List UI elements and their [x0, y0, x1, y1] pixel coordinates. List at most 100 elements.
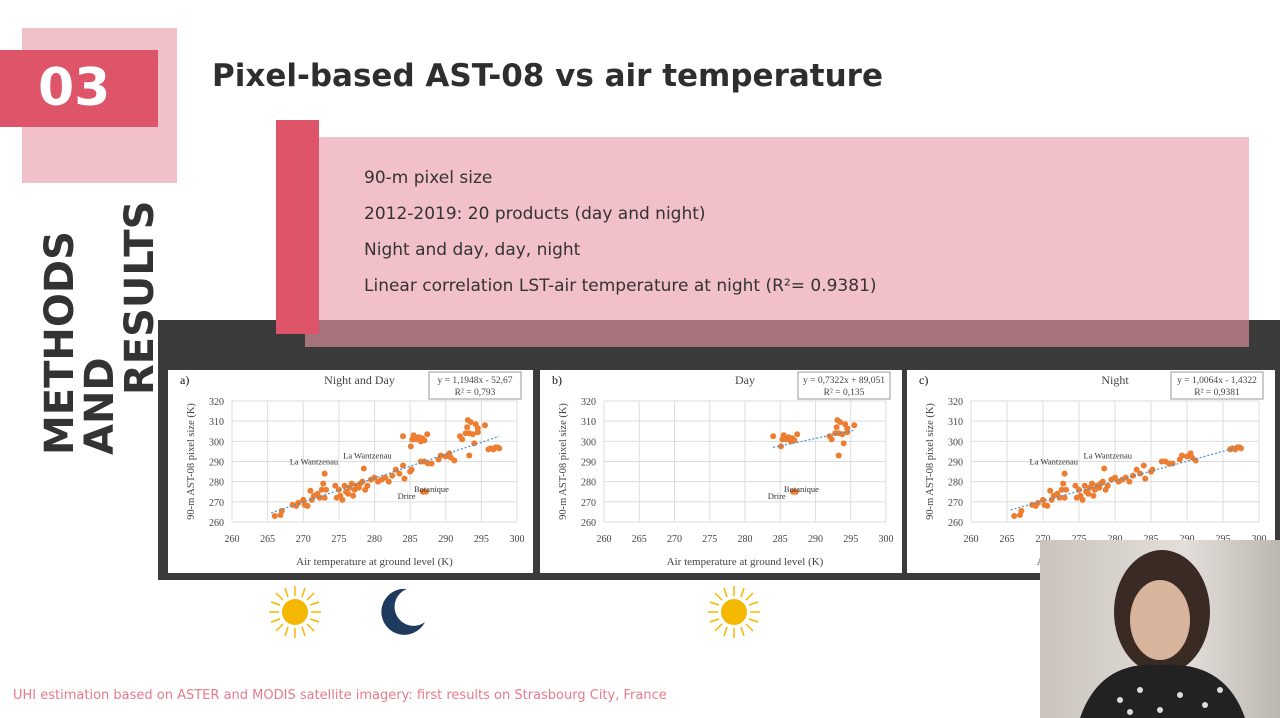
x-tick-label: 260: [225, 534, 240, 545]
x-tick-label: 275: [331, 534, 346, 545]
data-point: [1238, 445, 1244, 452]
y-tick-label: 280: [209, 478, 224, 489]
data-point: [1099, 478, 1106, 485]
bullet-item: 2012-2019: 20 products (day and night): [364, 204, 706, 224]
data-point: [791, 437, 798, 444]
data-point: [1090, 492, 1097, 499]
chart-svg: 260 265 270 275 280 285 290 295 300 260 270 280 290 3…: [552, 371, 894, 568]
data-point: [348, 480, 355, 487]
x-tick-label: 300: [1252, 534, 1267, 545]
equation-box: [797, 371, 891, 400]
data-point: [1142, 475, 1149, 482]
y-tick-label: 300: [209, 437, 224, 448]
y-tick-label: 270: [209, 498, 224, 509]
chart-title: Night and Day: [324, 373, 395, 387]
data-point: [1061, 470, 1068, 477]
data-point: [400, 433, 406, 440]
bullet-item: Night and day, day, night: [364, 240, 581, 260]
data-point: [1081, 482, 1088, 489]
info-banner: [305, 137, 1249, 347]
data-point: [307, 487, 314, 494]
y-tick-label: 300: [948, 437, 963, 448]
data-point: [835, 452, 842, 459]
x-tick-label: 300: [879, 534, 894, 545]
y-tick-label: 280: [581, 478, 596, 489]
annotation: La Wantzenau: [1030, 457, 1079, 467]
x-tick-label: 265: [1000, 534, 1015, 545]
x-tick-label: 290: [808, 534, 823, 545]
data-point: [1126, 478, 1133, 485]
data-point: [341, 482, 348, 489]
y-tick-label: 270: [948, 498, 963, 509]
data-point: [837, 419, 844, 426]
data-point: [1011, 512, 1018, 519]
y-tick-label: 290: [581, 458, 596, 469]
data-point: [1040, 496, 1046, 503]
data-point: [469, 431, 476, 438]
x-axis-label: Air temperature at ground level (K): [667, 556, 824, 568]
data-point: [323, 486, 330, 493]
sun-icon: [269, 586, 321, 638]
x-tick-label: 260: [597, 534, 612, 545]
bullet-list: 90-m pixel size 2012-2019: 20 products (…: [364, 168, 877, 312]
y-tick-label: 320: [948, 397, 963, 408]
footer-text: UHI estimation based on ASTER and MODIS …: [13, 688, 667, 703]
chart-day: 260 265 270 275 280 285 290 295 300 260 270 280 290 3…: [540, 370, 902, 573]
x-tick-label: 270: [667, 534, 682, 545]
y-axis-label: 90-m AST-08 pixel size (K): [558, 403, 569, 520]
section-number: 03: [0, 50, 158, 127]
data-point: [770, 433, 777, 440]
slide-title: Pixel-based AST-08 vs air temperature: [212, 58, 883, 94]
x-tick-label: 270: [1036, 534, 1051, 545]
annotation: La Wantzenau: [343, 450, 392, 460]
data-point: [474, 429, 481, 436]
data-point: [385, 478, 392, 485]
data-point: [1101, 465, 1108, 472]
data-point: [318, 486, 325, 493]
x-tick-label: 275: [1072, 534, 1087, 545]
x-tick-label: 295: [843, 534, 858, 545]
y-tick-label: 280: [948, 478, 963, 489]
bullet-item: 90-m pixel size: [364, 168, 493, 188]
data-point: [401, 475, 408, 482]
data-point: [792, 488, 799, 495]
x-tick-label: 285: [1144, 534, 1159, 545]
data-point: [1178, 452, 1185, 459]
x-axis-label: Air temperature at ground level (K): [296, 556, 453, 568]
trend-line: [270, 435, 500, 514]
data-point: [304, 502, 311, 509]
bullet-item: Linear correlation LST-air temperature a…: [364, 276, 877, 296]
presenter-silhouette: [1080, 550, 1245, 718]
data-point: [300, 496, 307, 503]
data-point: [1140, 462, 1147, 469]
data-point: [794, 431, 801, 438]
data-point: [424, 431, 431, 438]
annotation: Drire: [398, 491, 416, 501]
moon-icon: [381, 588, 425, 635]
x-tick-label: 270: [296, 534, 311, 545]
data-point: [481, 422, 488, 429]
data-point: [1063, 486, 1070, 493]
data-point: [422, 488, 429, 495]
data-point: [1088, 480, 1095, 487]
chart-title: Day: [735, 373, 755, 387]
x-tick-label: 265: [632, 534, 647, 545]
data-point: [271, 512, 278, 519]
data-point: [1133, 466, 1140, 473]
data-point: [464, 424, 471, 431]
section-label-line2: RESULTS: [117, 200, 163, 395]
data-point: [332, 482, 339, 489]
data-point: [321, 470, 328, 477]
data-point: [844, 429, 851, 436]
x-tick-label: 290: [438, 534, 453, 545]
y-tick-label: 310: [581, 417, 596, 428]
y-tick-label: 310: [948, 417, 963, 428]
annotation: Drire: [768, 491, 786, 501]
x-tick-label: 295: [1216, 534, 1231, 545]
x-tick-label: 295: [474, 534, 489, 545]
data-point: [1112, 474, 1118, 481]
trend-line: [773, 429, 855, 448]
y-axis-label: 90-m AST-08 pixel size (K): [186, 403, 197, 520]
data-point: [459, 436, 466, 443]
r2-text: R² = 0,135: [824, 388, 865, 398]
